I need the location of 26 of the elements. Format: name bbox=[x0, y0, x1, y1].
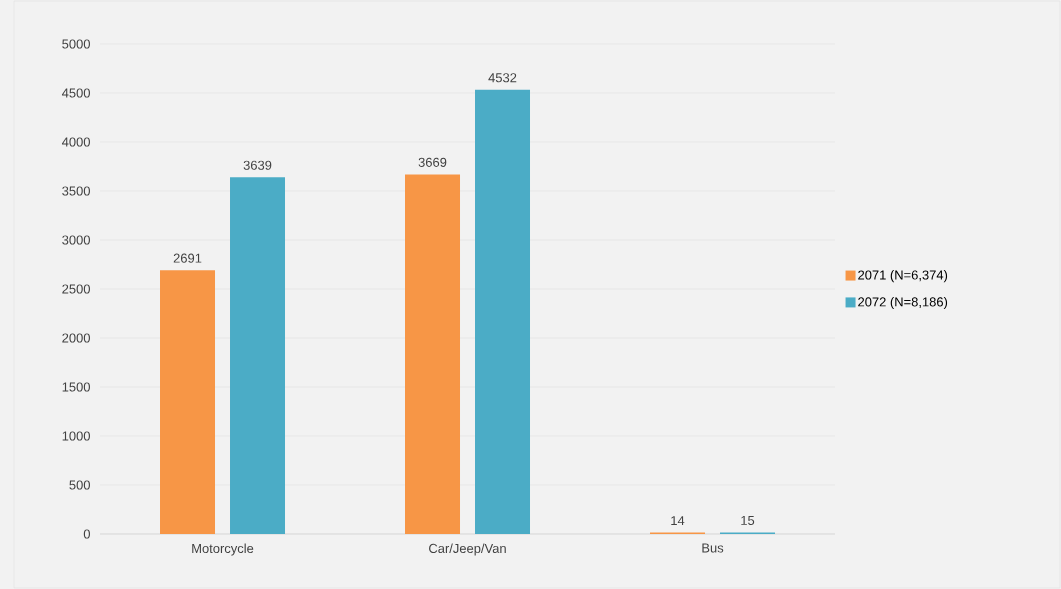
y-tick-label: 3500 bbox=[62, 186, 90, 196]
data-label: 4532 bbox=[488, 73, 517, 83]
y-tick-label: 2500 bbox=[62, 284, 90, 294]
y-tick-label: 1000 bbox=[62, 431, 90, 441]
data-label: 3639 bbox=[243, 160, 272, 170]
y-tick-label: 0 bbox=[83, 529, 90, 539]
y-tick-label: 5000 bbox=[62, 39, 90, 49]
x-tick-label: Bus bbox=[702, 543, 724, 553]
legend-label: 2071 (N=6,374) bbox=[858, 270, 948, 283]
y-tick-label: 1500 bbox=[62, 382, 90, 392]
y-tick-label: 500 bbox=[69, 480, 90, 490]
data-label: 14 bbox=[671, 516, 685, 526]
data-label: 15 bbox=[741, 515, 755, 525]
bar bbox=[405, 174, 461, 534]
y-tick-label: 4000 bbox=[61, 137, 90, 147]
y-tick-label: 3000 bbox=[62, 235, 90, 245]
data-label: 2691 bbox=[173, 253, 202, 263]
y-tick-label: 4500 bbox=[61, 88, 90, 98]
legend-label: 2072 (N=8,186) bbox=[858, 296, 948, 310]
x-tick-label: Motorcycle bbox=[192, 543, 254, 556]
data-label: 3669 bbox=[418, 157, 447, 167]
bar bbox=[160, 270, 216, 534]
bar bbox=[230, 177, 286, 534]
x-tick-label: Car/Jeep/Van bbox=[429, 543, 506, 556]
y-tick-label: 2000 bbox=[62, 333, 90, 343]
bar bbox=[475, 89, 531, 534]
